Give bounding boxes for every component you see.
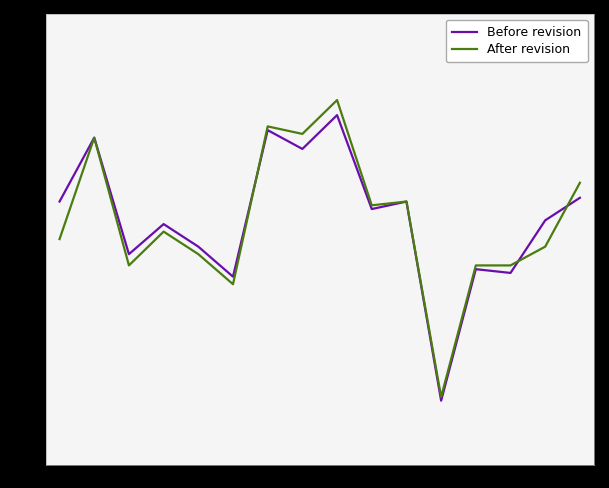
Before revision [125, 251, 133, 257]
After revision [264, 123, 272, 129]
Before revision [472, 266, 479, 272]
Before revision [507, 270, 514, 276]
After revision [576, 180, 583, 186]
After revision [160, 229, 167, 235]
Before revision [264, 127, 272, 133]
After revision [437, 394, 445, 400]
Line: After revision: After revision [60, 100, 580, 397]
Before revision [437, 398, 445, 404]
After revision [195, 251, 202, 257]
After revision [368, 203, 375, 208]
After revision [125, 263, 133, 268]
Before revision [333, 112, 340, 118]
After revision [541, 244, 549, 249]
Before revision [230, 274, 237, 280]
After revision [403, 199, 410, 204]
After revision [299, 131, 306, 137]
Before revision [403, 199, 410, 204]
After revision [230, 281, 237, 287]
Before revision [299, 146, 306, 152]
Before revision [56, 199, 63, 204]
Before revision [576, 195, 583, 201]
Before revision [368, 206, 375, 212]
Legend: Before revision, After revision: Before revision, After revision [446, 20, 588, 62]
After revision [333, 97, 340, 103]
After revision [472, 263, 479, 268]
Line: Before revision: Before revision [60, 115, 580, 401]
Before revision [160, 221, 167, 227]
After revision [91, 135, 98, 141]
Before revision [91, 135, 98, 141]
Before revision [541, 218, 549, 224]
After revision [507, 263, 514, 268]
Before revision [195, 244, 202, 249]
After revision [56, 236, 63, 242]
